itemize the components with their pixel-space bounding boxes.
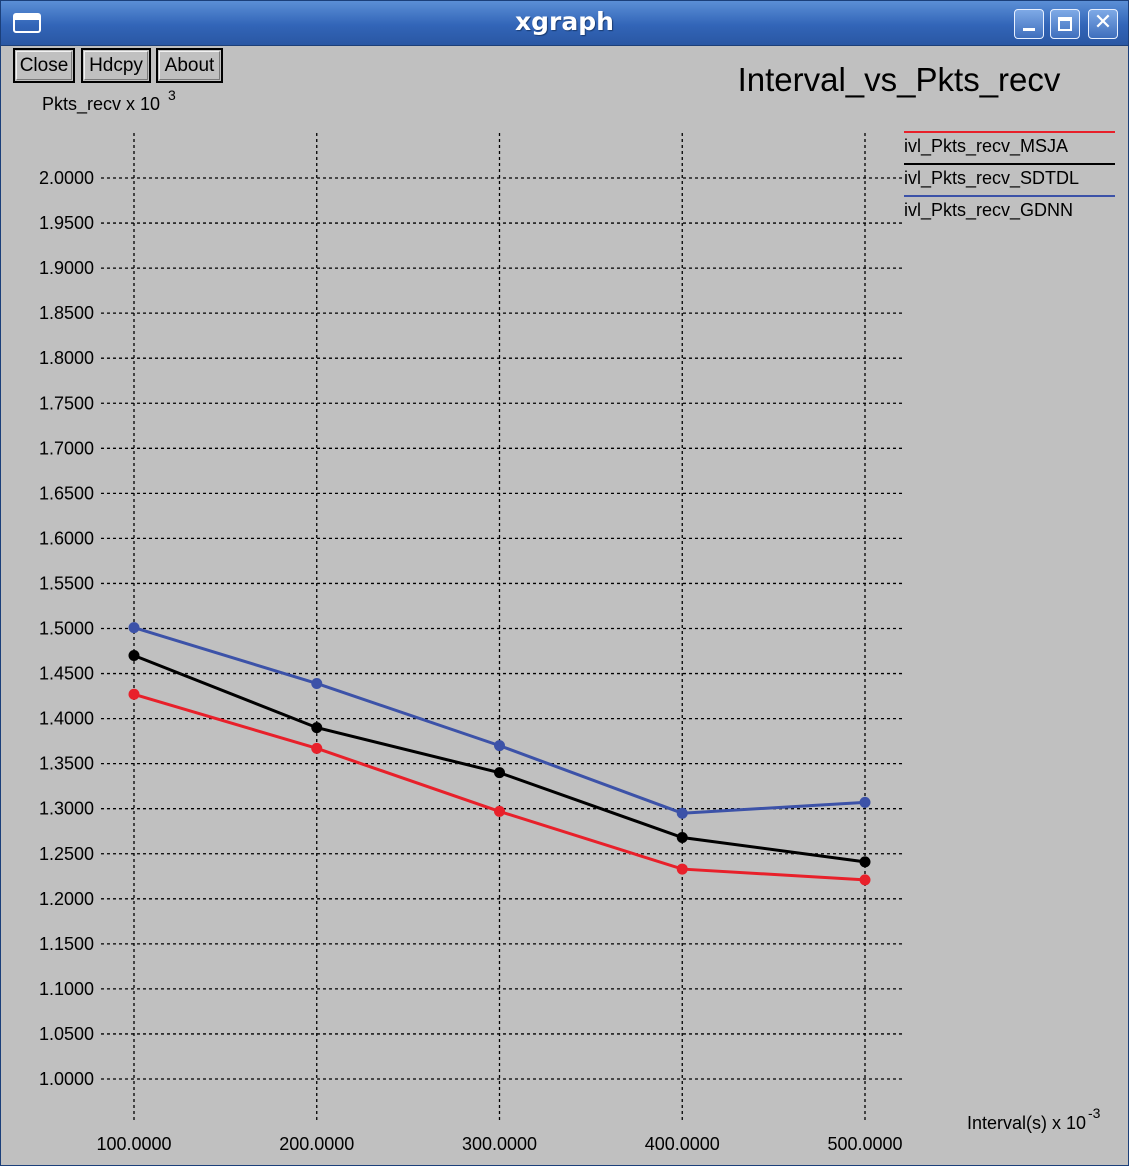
y-tick-label: 1.6000: [39, 528, 94, 548]
y-tick-label: 1.0500: [39, 1024, 94, 1044]
y-tick-label: 1.5000: [39, 619, 94, 639]
data-point: [859, 796, 871, 808]
x-tick-label: 500.0000: [827, 1134, 902, 1154]
y-tick-label: 1.7000: [39, 438, 94, 458]
y-tick-label: 1.7500: [39, 393, 94, 413]
data-point: [676, 807, 688, 819]
x-tick-label: 400.0000: [645, 1134, 720, 1154]
minimize-button[interactable]: [1014, 9, 1044, 39]
x-tick-label: 200.0000: [279, 1134, 354, 1154]
y-tick-label: 1.0000: [39, 1069, 94, 1089]
data-point: [494, 740, 505, 752]
x-axis-label: Interval(s) x 10 -3: [967, 1105, 1101, 1133]
y-tick-label: 1.9000: [39, 258, 94, 278]
x-tick-label: 100.0000: [96, 1134, 171, 1154]
y-tick-label: 1.1500: [39, 934, 94, 954]
series-group: [128, 622, 871, 886]
data-point: [859, 874, 871, 886]
legend-label: ivl_Pkts_recv_MSJA: [904, 136, 1068, 157]
close-button[interactable]: Close: [13, 48, 75, 83]
legend: ivl_Pkts_recv_MSJA ivl_Pkts_recv_SDTDLivl…: [904, 131, 1115, 221]
y-tick-label: 1.2000: [39, 889, 94, 909]
data-point: [494, 805, 505, 817]
title-bar[interactable]: xgraph ✕: [1, 1, 1128, 46]
x-axis-label-text: Interval(s) x 10: [967, 1113, 1086, 1133]
data-point: [128, 650, 140, 662]
data-point: [128, 622, 140, 634]
minimize-icon: [1023, 28, 1035, 31]
y-axis-label: Pkts_recv x 10 3: [42, 87, 176, 115]
y-axis-label-exponent: 3: [168, 87, 176, 103]
data-point: [676, 832, 688, 844]
data-point: [128, 688, 140, 700]
data-point: [311, 677, 323, 689]
chart-title: Interval_vs_Pkts_recv: [738, 61, 1061, 98]
data-point: [311, 722, 323, 734]
x-ticks: 100.0000 200.0000 300.0000 400.0000 500.0000: [96, 1134, 902, 1154]
grid: [101, 133, 904, 1121]
window-menu-icon[interactable]: [13, 13, 41, 33]
legend-label: ivl_Pkts_recv_SDTDL: [904, 168, 1079, 189]
window-title: xgraph: [515, 7, 614, 36]
legend-label: ivl_Pkts_recv_GDNN: [904, 200, 1073, 221]
y-tick-label: 1.9500: [39, 213, 94, 233]
y-ticks: 1.0000 1.0500 1.1000 1.1500 1.2000 1.2500 1.30…: [39, 168, 94, 1089]
y-tick-label: 1.5500: [39, 573, 94, 593]
y-tick-label: 1.4500: [39, 664, 94, 684]
data-point: [494, 767, 505, 779]
data-point: [311, 742, 323, 754]
y-tick-label: 1.8000: [39, 348, 94, 368]
y-tick-label: 2.0000: [39, 168, 94, 188]
maximize-button[interactable]: [1050, 9, 1080, 39]
window-close-button[interactable]: ✕: [1088, 9, 1118, 39]
y-tick-label: 1.3000: [39, 799, 94, 819]
y-tick-label: 1.4000: [39, 709, 94, 729]
y-tick-label: 1.1000: [39, 979, 94, 999]
maximize-icon: [1058, 17, 1072, 31]
y-tick-label: 1.3500: [39, 754, 94, 774]
hdcpy-button[interactable]: Hdcpy: [81, 48, 151, 83]
y-tick-label: 1.8500: [39, 303, 94, 323]
data-point: [676, 863, 688, 875]
x-axis-label-exponent: -3: [1088, 1105, 1101, 1121]
data-point: [859, 856, 871, 868]
y-axis-label-text: Pkts_recv x 10: [42, 94, 160, 115]
y-tick-label: 1.2500: [39, 844, 94, 864]
x-tick-label: 300.0000: [462, 1134, 537, 1154]
y-tick-label: 1.6500: [39, 483, 94, 503]
about-button[interactable]: About: [156, 48, 223, 83]
